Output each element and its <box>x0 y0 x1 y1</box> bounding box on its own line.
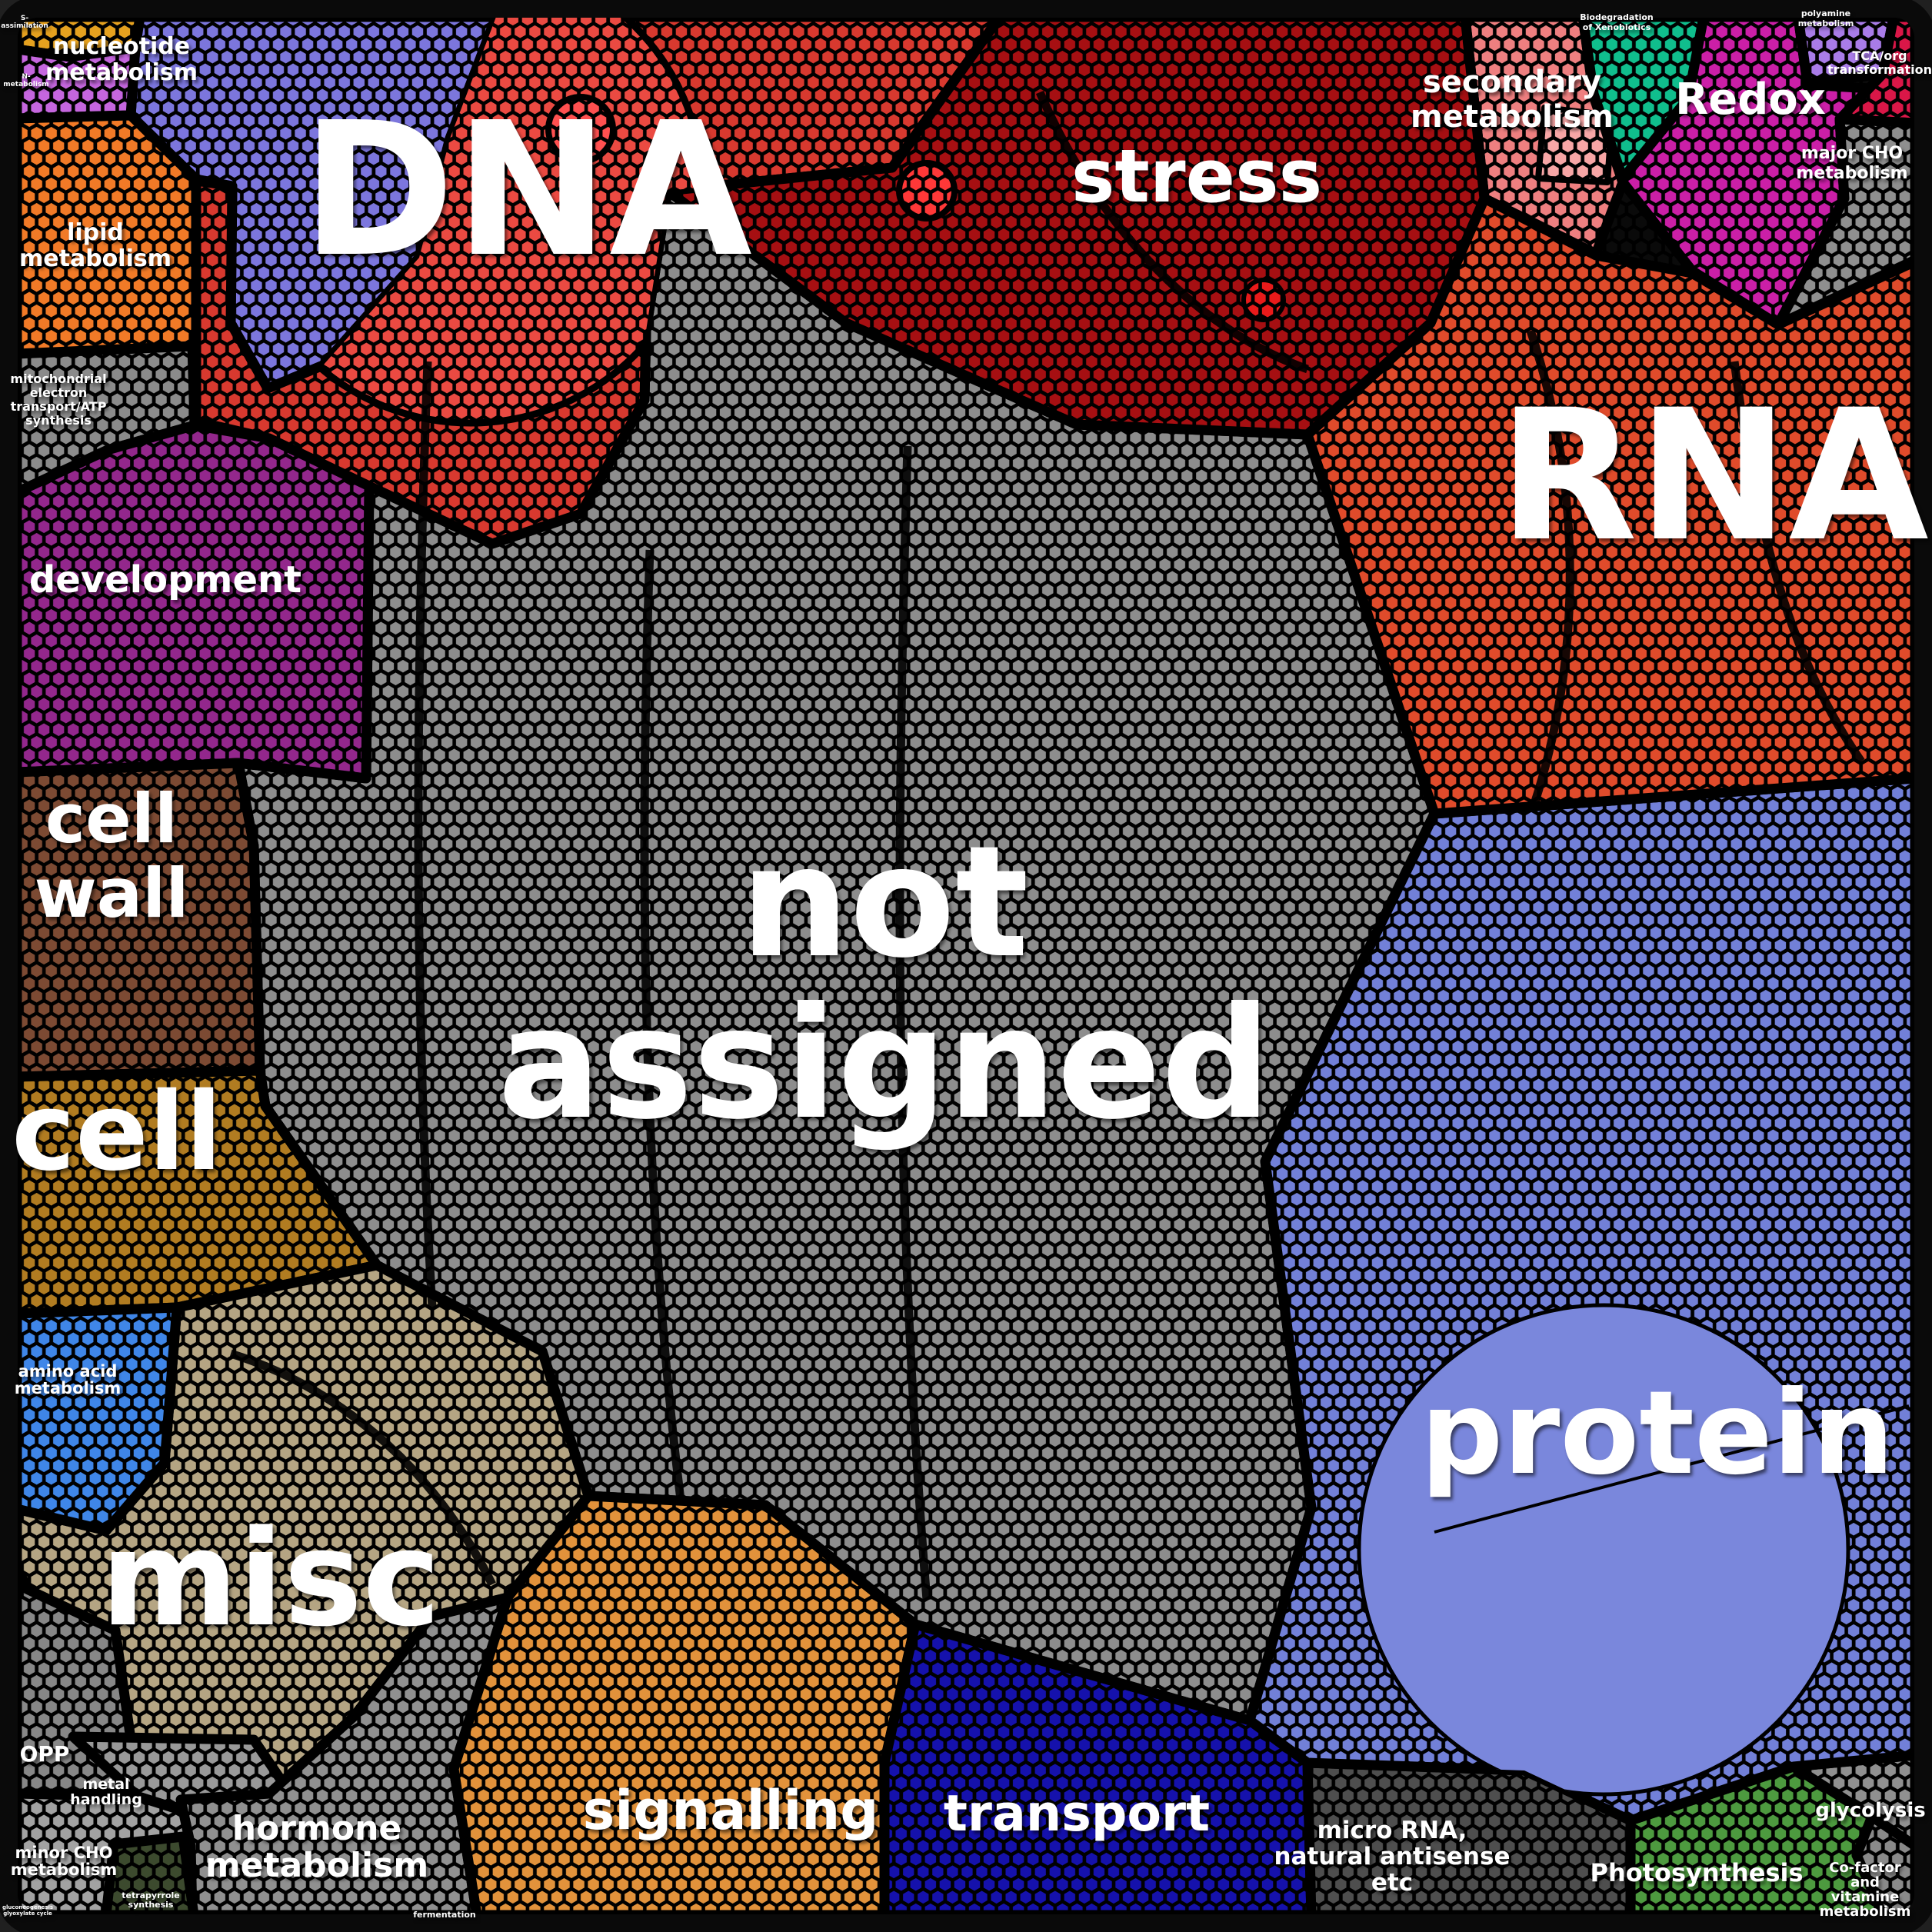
n-metabolism-label: N-metabolism <box>3 73 48 88</box>
not-assigned-label: not assigned <box>498 813 1271 1154</box>
polyamine-metabolism-label: polyamine metabolism <box>1798 8 1854 28</box>
protein-inner-disc <box>1357 1303 1850 1797</box>
protein-disc-seam <box>1434 1404 1910 1534</box>
tetrapyrrole-synthesis-label: tetrapyrrole synthesis <box>122 1890 180 1910</box>
metal-handling-label: metal handling <box>70 1776 142 1808</box>
major-cho-metabolism-label: major CHO metabolism <box>1796 144 1907 183</box>
category-labels: S-assimilation nucleotide metabolismN-meta… <box>1 8 1932 1920</box>
s-assimilation-label: S-assimilation <box>1 15 48 30</box>
glycolysis-label: glycolysis <box>1815 1799 1925 1822</box>
biodegradation-xenobiotics-label: Biodegradation of Xenobiotics <box>1580 12 1653 32</box>
stress-label: stress <box>1071 135 1322 219</box>
tca-org-transformation-label: TCA/org transformation <box>1827 48 1932 77</box>
cell-label: cell <box>12 1070 222 1195</box>
opp-label: OPP <box>20 1741 70 1767</box>
lipid-metabolism-label: lipid metabolism <box>19 219 172 272</box>
hormone-metabolism-label: hormone metabolism <box>205 1809 428 1885</box>
development-label: development <box>29 558 301 601</box>
secondary-metabolism-label: secondary metabolism <box>1411 65 1614 135</box>
micro-rna-label: micro RNA, natural antisense etc <box>1274 1817 1511 1897</box>
minor-cho-metabolism-label: minor CHO metabolism <box>11 1844 118 1879</box>
rna-label: RNA <box>1498 371 1929 581</box>
mitochondrial-electron-transport-label: mitochondrial electron transport/ATP synthe… <box>10 371 106 428</box>
transport-label: transport <box>944 1785 1210 1843</box>
photosynthesis-label: Photosynthesis <box>1590 1858 1803 1887</box>
signalling-label: signalling <box>583 1779 879 1842</box>
cell-wall-label: cell wall <box>34 779 188 933</box>
amino-acid-metabolism-label: amino acid metabolism <box>15 1362 122 1397</box>
cofactor-vitamine-label: Co-factor and vitamine metabolism <box>1820 1860 1911 1920</box>
gluconeogenesis-label: gluconeogenesis glyoxylate cycle <box>2 1904 53 1917</box>
protein-label: protein <box>1421 1367 1894 1501</box>
nucleotide-metabolism-label: nucleotide metabolism <box>45 33 198 86</box>
dna-label: DNA <box>301 82 752 298</box>
misc-label: misc <box>101 1501 441 1656</box>
redox-label: Redox <box>1675 75 1826 125</box>
fermentation-label: fermentation <box>413 1910 476 1920</box>
